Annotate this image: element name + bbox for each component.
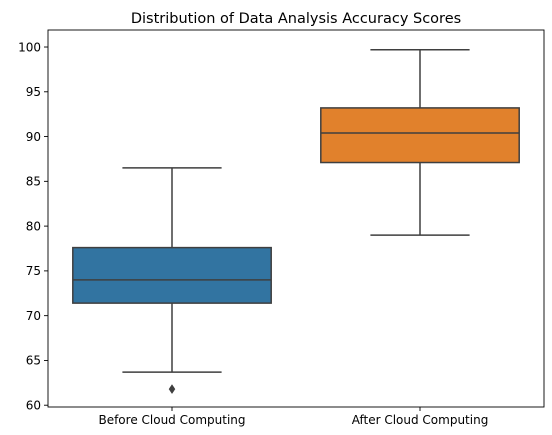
y-tick-label: 85 <box>26 175 41 189</box>
box-2 <box>320 48 520 236</box>
x-tick-label: After Cloud Computing <box>352 413 489 427</box>
y-tick-label: 90 <box>26 130 41 144</box>
y-tick-label: 60 <box>26 399 41 413</box>
y-tick-label: 70 <box>26 309 41 323</box>
y-axis: 60 65 70 75 80 85 90 95 100 <box>18 40 48 413</box>
plot-area-frame <box>47 29 545 408</box>
box-1 <box>72 167 272 395</box>
iqr-box <box>72 246 272 304</box>
x-tick-label: Before Cloud Computing <box>98 413 245 427</box>
iqr-box <box>320 107 520 164</box>
outlier-point <box>168 384 176 395</box>
y-tick-label: 65 <box>26 354 41 368</box>
x-axis: Before Cloud Computing After Cloud Comput… <box>98 407 488 427</box>
y-tick-label: 100 <box>18 40 41 54</box>
y-tick-label: 75 <box>26 264 41 278</box>
box-series <box>72 48 520 395</box>
y-tick-label: 80 <box>26 219 41 233</box>
chart-title: Distribution of Data Analysis Accuracy S… <box>131 11 461 27</box>
y-tick-label: 95 <box>26 85 41 99</box>
